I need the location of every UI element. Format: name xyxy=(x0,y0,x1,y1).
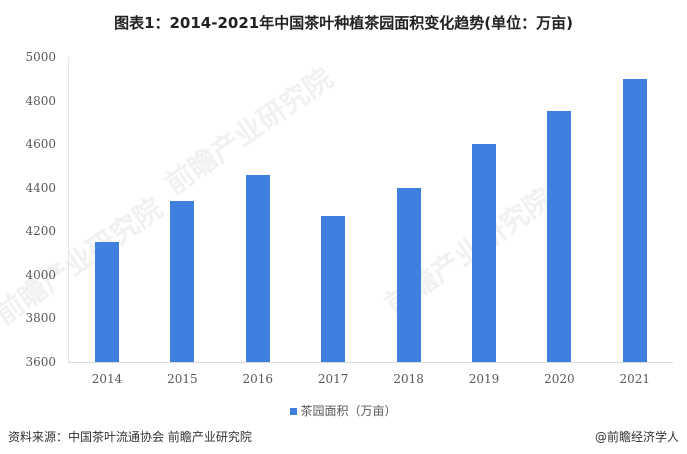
bar-2019 xyxy=(472,144,496,362)
y-tick-label: 3600 xyxy=(25,355,56,369)
x-axis-line xyxy=(68,362,673,363)
chart-title: 图表1：2014-2021年中国茶叶种植茶园面积变化趋势(单位：万亩) xyxy=(114,14,573,32)
x-tick-label: 2016 xyxy=(242,372,274,386)
x-tick-label: 2017 xyxy=(317,372,349,386)
x-tick-label: 2018 xyxy=(393,372,424,386)
y-tick-label: 4200 xyxy=(25,224,56,239)
y-tick-label: 4000 xyxy=(25,267,56,282)
bar-2018 xyxy=(396,187,421,362)
x-tick-label: 2015 xyxy=(167,372,198,386)
bar-2020 xyxy=(547,111,572,362)
y-axis-line xyxy=(68,57,69,362)
bar-2014 xyxy=(95,242,119,362)
x-tick-label: 2019 xyxy=(468,372,500,386)
bar-2016 xyxy=(245,174,270,362)
bar-2021 xyxy=(622,78,647,362)
legend-label: 茶园面积（万亩） xyxy=(300,404,397,418)
y-tick-label: 5000 xyxy=(25,50,56,64)
x-tick-label: 2014 xyxy=(91,372,123,386)
credit-note: @前瞻经济学人 xyxy=(594,430,679,444)
bar-2017 xyxy=(321,216,346,362)
y-tick-label: 4600 xyxy=(25,137,56,152)
legend: 茶园面积（万亩） xyxy=(0,402,687,419)
x-tick-label: 2021 xyxy=(619,372,651,386)
source-note: 资料来源：中国茶叶流通协会 前瞻产业研究院 xyxy=(8,430,252,444)
y-tick-label: 3800 xyxy=(25,311,56,326)
legend-swatch-icon xyxy=(290,408,298,415)
y-tick-label: 4800 xyxy=(25,93,56,108)
x-tick-label: 2020 xyxy=(544,372,575,386)
bar-2015 xyxy=(170,200,195,362)
y-tick-label: 4400 xyxy=(25,180,56,195)
